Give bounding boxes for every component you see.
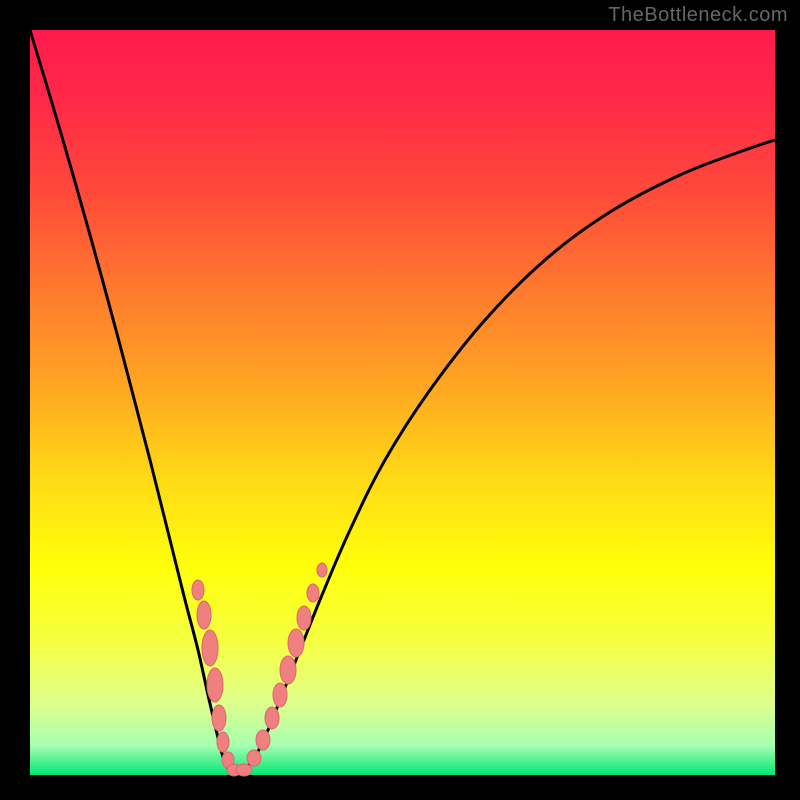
- marker-point: [265, 707, 279, 729]
- marker-point: [247, 750, 261, 766]
- marker-point: [317, 563, 327, 577]
- marker-point: [288, 629, 304, 657]
- curve-layer: [30, 30, 775, 775]
- marker-group: [192, 563, 327, 776]
- marker-point: [256, 730, 270, 750]
- marker-point: [217, 732, 229, 752]
- marker-point: [297, 606, 311, 630]
- plot-area: [30, 30, 775, 775]
- marker-point: [202, 630, 218, 666]
- marker-point: [307, 584, 319, 602]
- marker-point: [197, 601, 211, 629]
- marker-point: [280, 656, 296, 684]
- v-curve-right: [231, 140, 775, 772]
- marker-point: [212, 705, 226, 731]
- marker-point: [236, 764, 252, 776]
- marker-point: [207, 668, 223, 702]
- marker-point: [273, 683, 287, 707]
- v-curve-left: [30, 30, 231, 772]
- marker-point: [192, 580, 204, 600]
- watermark-text: TheBottleneck.com: [608, 4, 788, 27]
- outer-frame: TheBottleneck.com: [0, 0, 800, 800]
